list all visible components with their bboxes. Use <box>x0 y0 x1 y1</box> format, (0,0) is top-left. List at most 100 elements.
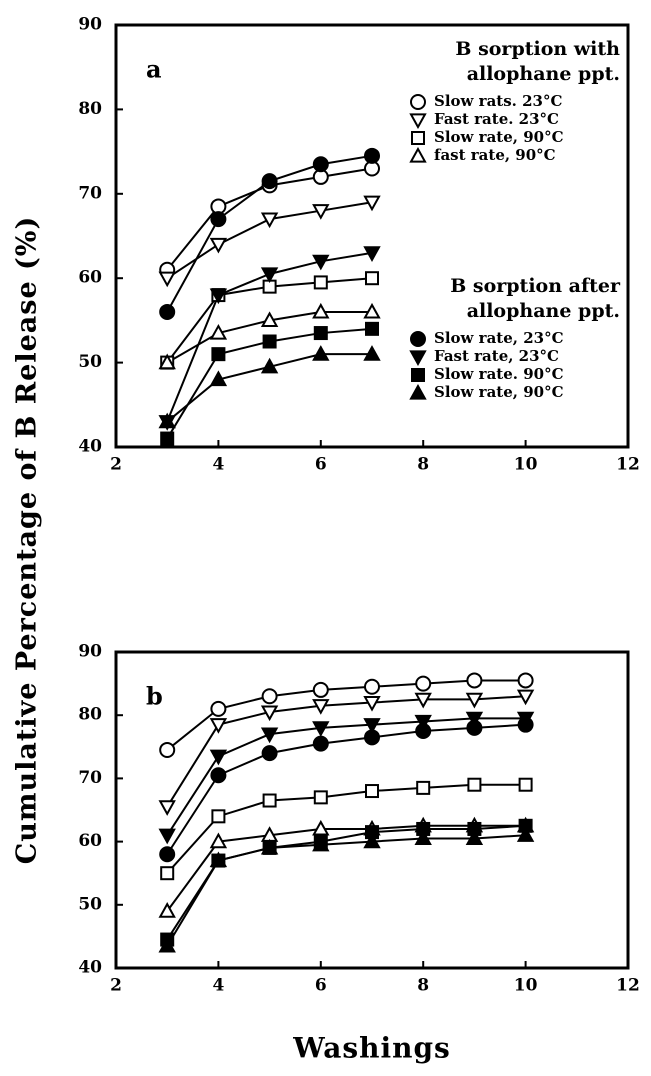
data-point <box>517 716 534 733</box>
data-point <box>365 321 379 336</box>
data-point <box>158 936 176 953</box>
data-point <box>364 729 380 746</box>
data-point <box>312 721 330 737</box>
data-point <box>363 832 381 849</box>
data-point <box>416 780 431 795</box>
data-point <box>261 688 278 705</box>
data-point <box>414 829 432 846</box>
data-point <box>313 326 328 341</box>
data-point <box>466 719 483 736</box>
x-tick-label: 4 <box>212 976 224 996</box>
data-point <box>209 237 228 254</box>
legend-title: allophane ppt. <box>467 300 620 322</box>
data-point <box>467 777 482 792</box>
x-tick-label: 12 <box>616 455 640 475</box>
data-point <box>363 718 381 734</box>
data-point <box>158 828 176 845</box>
data-point <box>312 204 330 220</box>
legend-marker <box>409 350 427 367</box>
data-point <box>365 784 379 799</box>
data-point <box>209 832 228 849</box>
series-line <box>166 824 526 912</box>
panel-label: a <box>146 55 162 84</box>
x-tick-label: 6 <box>315 976 327 996</box>
x-tick-label: 2 <box>110 455 122 475</box>
data-point <box>518 777 533 792</box>
data-point <box>312 819 330 836</box>
data-point <box>312 156 329 173</box>
data-point <box>312 345 330 361</box>
data-point <box>364 147 380 164</box>
y-tick-label: 60 <box>78 831 102 851</box>
series-line <box>166 695 526 808</box>
series-line <box>166 717 526 836</box>
legend-label: Fast rate, 23°C <box>434 347 559 365</box>
y-axis-label: Cumulative Percentage of B Release (%) <box>12 216 43 865</box>
legend-marker <box>409 383 427 400</box>
data-point <box>516 689 535 706</box>
x-tick-label: 10 <box>514 455 538 475</box>
legend-marker <box>409 146 427 163</box>
data-point <box>159 846 176 863</box>
y-tick-label: 90 <box>78 642 102 662</box>
data-point <box>414 692 432 709</box>
legend-title: B sorption with <box>455 38 620 60</box>
data-point <box>209 749 228 766</box>
data-point <box>211 347 226 362</box>
x-tick-label: 6 <box>315 455 327 475</box>
legend-marker <box>409 113 427 130</box>
data-point <box>262 793 277 808</box>
data-point <box>414 714 432 731</box>
data-point <box>158 412 176 429</box>
data-point <box>260 705 279 722</box>
y-tick-label: 90 <box>78 15 102 35</box>
legend-label: Slow rats. 23°C <box>434 92 562 110</box>
data-point <box>260 212 279 229</box>
y-tick-label: 60 <box>78 268 102 288</box>
data-point <box>210 700 227 717</box>
legend-label: Slow rate, 90°C <box>434 128 564 146</box>
data-point <box>517 672 534 689</box>
data-point <box>465 692 484 709</box>
data-point <box>312 735 329 752</box>
data-point <box>465 711 484 728</box>
data-point <box>312 835 330 852</box>
plot-frame <box>114 23 630 449</box>
data-point <box>209 718 228 734</box>
data-point <box>159 741 176 758</box>
data-point <box>312 699 330 715</box>
x-tick-label: 4 <box>212 455 224 475</box>
data-point <box>159 303 176 320</box>
legend-label: fast rate, 90°C <box>434 146 556 164</box>
y-tick-label: 80 <box>78 99 102 119</box>
data-point <box>260 727 279 744</box>
y-tick-label: 40 <box>78 437 102 457</box>
data-point <box>312 254 330 271</box>
data-point <box>260 357 279 374</box>
data-point <box>312 681 329 698</box>
data-point <box>415 723 432 739</box>
data-point <box>261 745 278 762</box>
data-point <box>260 838 279 855</box>
series-line <box>166 679 526 751</box>
data-point <box>209 288 228 305</box>
data-point <box>312 302 330 319</box>
series-line <box>166 783 526 874</box>
x-tick-label: 10 <box>514 976 538 996</box>
data-point <box>158 353 176 370</box>
plot-frame <box>114 650 630 970</box>
data-point <box>158 800 176 816</box>
legend-label: Slow rate. 90°C <box>434 365 564 383</box>
data-point <box>363 695 381 712</box>
legend-title: allophane ppt. <box>467 63 620 85</box>
data-point <box>209 851 228 868</box>
legend-marker <box>411 131 425 145</box>
legend-label: Fast rate. 23°C <box>434 110 559 128</box>
series-line <box>166 723 526 855</box>
data-point <box>261 173 278 190</box>
data-point <box>260 311 279 327</box>
y-tick-label: 40 <box>78 958 102 978</box>
data-point <box>160 431 175 446</box>
data-point <box>260 267 279 284</box>
